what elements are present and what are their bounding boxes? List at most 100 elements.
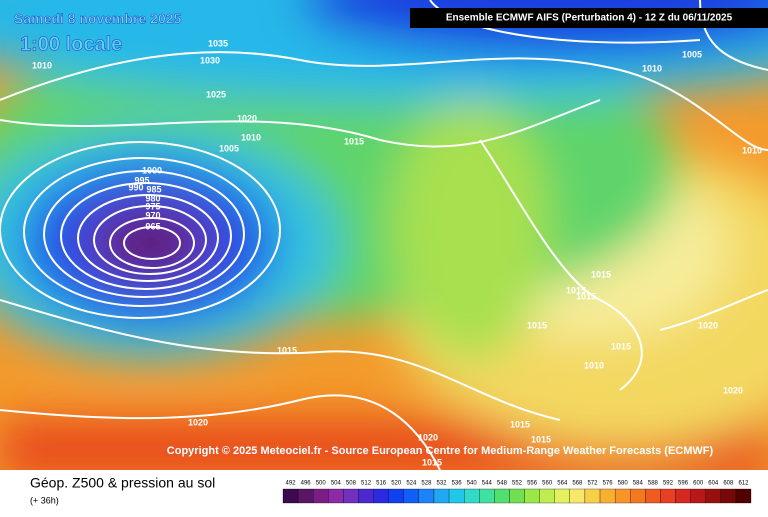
- isobar-label: 1020: [698, 320, 718, 330]
- colorbar-swatch: [614, 488, 631, 504]
- colorbar-swatch: [524, 488, 540, 504]
- lead-time: (+ 36h): [30, 495, 59, 505]
- isobar-label: 1010: [642, 63, 662, 73]
- colorbar-swatch: [343, 488, 359, 504]
- colorbar-label: 528: [421, 481, 432, 487]
- colorbar-label: 544: [482, 481, 493, 487]
- isobar-label: 1015: [611, 341, 631, 351]
- isobar-label: 1015: [422, 457, 442, 467]
- colorbar-label: 512: [361, 481, 372, 487]
- isobar-label: 965: [145, 221, 160, 231]
- isobar-label: 970: [145, 210, 160, 220]
- colorbar-swatch: [675, 488, 691, 504]
- colorbar-label: 568: [572, 481, 583, 487]
- colorbar-swatch: [569, 488, 586, 504]
- colorbar-label: 516: [376, 481, 387, 487]
- colorbar-label: 552: [512, 481, 523, 487]
- isobar-label: 1015: [344, 136, 364, 146]
- colorbar-swatch: [720, 488, 737, 504]
- isobar-label: 985: [146, 184, 161, 194]
- colorbar-label: 592: [663, 481, 674, 487]
- colorbar-label: 536: [452, 481, 463, 487]
- colorbar-label: 588: [648, 481, 659, 487]
- isobar-label: 1030: [200, 55, 220, 65]
- colorbar-label: 576: [603, 481, 614, 487]
- isobar-label: 1020: [723, 385, 743, 395]
- colorbar-label: 600: [693, 481, 704, 487]
- colorbar-swatch: [464, 488, 480, 504]
- colorbar-swatch: [282, 488, 299, 504]
- colorbar-label: 584: [633, 481, 644, 487]
- isobar-label: 1005: [219, 143, 239, 153]
- colorbar-swatch: [660, 488, 676, 504]
- isobar-label: 1025: [206, 89, 226, 99]
- isobar-label: 995: [134, 175, 149, 185]
- isobar-label: 1015: [576, 291, 596, 301]
- colorbar-label: 524: [406, 481, 417, 487]
- colorbar-swatch: [297, 488, 314, 504]
- isobar-label: 1010: [742, 145, 762, 155]
- colorbar-label: 532: [437, 481, 448, 487]
- colorbar-swatch: [373, 488, 389, 504]
- colorbar-swatch: [403, 488, 420, 504]
- isobars: [0, 0, 768, 471]
- colorbar-swatch: [735, 488, 752, 504]
- isobar-label: 1000: [142, 165, 162, 175]
- colorbar-label: 492: [286, 481, 297, 487]
- colorbar-label: 520: [391, 481, 402, 487]
- colorbar-label: 612: [738, 481, 749, 487]
- colorbar-swatch: [645, 488, 661, 504]
- isobar-label: 1010: [584, 360, 604, 370]
- isobar-label: 1005: [682, 49, 702, 59]
- run-info: Ensemble ECMWF AIFS (Perturbation 4) - 1…: [446, 13, 733, 24]
- isobar-label: 975: [145, 201, 160, 211]
- colorbar-label: 508: [346, 481, 357, 487]
- colorbar-swatch: [539, 488, 555, 504]
- colorbar-swatch: [448, 488, 465, 504]
- colorbar-swatch: [358, 488, 374, 504]
- colorbar-label: 496: [301, 481, 312, 487]
- colorbar-label: 580: [618, 481, 629, 487]
- isobar-label: 1015: [277, 345, 297, 355]
- colorbar-label: 560: [542, 481, 553, 487]
- colorbar-swatch: [554, 488, 570, 504]
- colorbar-swatch: [584, 488, 601, 504]
- isobar-label: 1015: [531, 434, 551, 444]
- colorbar-swatch: [313, 488, 329, 504]
- colorbar-swatch: [479, 488, 495, 504]
- isobar-label: 990: [128, 182, 143, 192]
- colorbar-label: 596: [678, 481, 689, 487]
- colorbar-label: 540: [467, 481, 478, 487]
- footer-title: Géop. Z500 & pression au sol: [30, 475, 215, 491]
- colorbar-swatch: [509, 488, 525, 504]
- colorbar-swatch: [388, 488, 404, 504]
- isobar-label: 1010: [32, 60, 52, 70]
- isobar-label: 1020: [188, 417, 208, 427]
- run-box: [410, 8, 768, 28]
- isobar-label: 1010: [241, 132, 261, 142]
- colorbar-label: 504: [331, 481, 342, 487]
- colorbar-label: 608: [723, 481, 734, 487]
- colorbar-swatch: [630, 488, 646, 504]
- colorbar-swatch: [328, 488, 344, 504]
- colorbar-swatch: [690, 488, 706, 504]
- isobar-label: 1035: [208, 38, 228, 48]
- colorbar-label: 500: [316, 481, 327, 487]
- local-time: 1:00 locale: [20, 33, 122, 55]
- isobar-label: 1020: [237, 113, 257, 123]
- date: Samedi 8 novembre 2025: [14, 11, 182, 27]
- colorbar-swatch: [705, 488, 721, 504]
- isobar-label: 1015: [527, 320, 547, 330]
- colorbar-label: 548: [497, 481, 508, 487]
- isobar-label: 1015: [591, 269, 611, 279]
- colorbar-label: 556: [527, 481, 538, 487]
- isobar-label: 1015: [510, 419, 530, 429]
- copyright: Copyright © 2025 Meteociel.fr - Source E…: [167, 445, 714, 457]
- colorbar-label: 604: [708, 481, 719, 487]
- isobar-label: 1020: [418, 432, 438, 442]
- isobar-label: 980: [145, 193, 160, 203]
- colorbar-swatch: [433, 488, 450, 504]
- colorbar-label: 572: [587, 481, 598, 487]
- isobar-label: 1015: [566, 285, 586, 295]
